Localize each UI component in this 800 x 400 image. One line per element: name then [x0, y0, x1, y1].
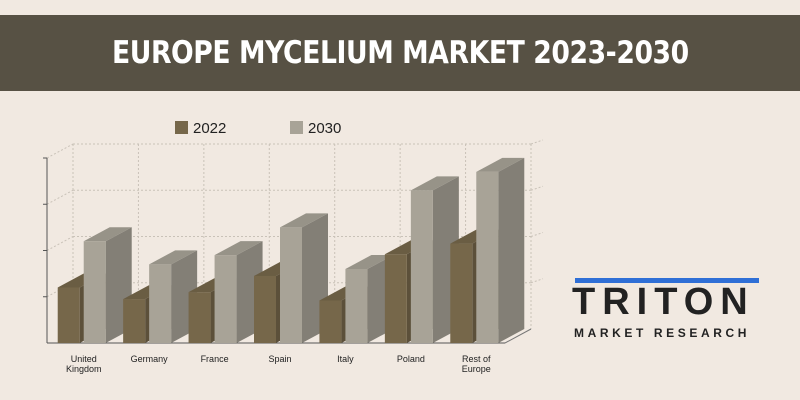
- x-axis-depth: [504, 328, 532, 344]
- bar-front: [214, 255, 237, 343]
- bar-front: [410, 190, 433, 343]
- bar-front: [188, 292, 211, 343]
- grid-line-right: [530, 232, 544, 237]
- bar-top: [149, 250, 198, 265]
- logo-accent-bar: [575, 278, 759, 283]
- bar-top: [410, 176, 459, 191]
- triton-logo: TRITON MARKET RESEARCH: [572, 278, 764, 346]
- grid-line-side: [46, 143, 74, 159]
- x-tick-label: France: [201, 354, 229, 364]
- bar-top: [280, 213, 328, 228]
- x-tick-label: Spain: [268, 354, 291, 364]
- x-tick-label: Europe: [462, 364, 491, 374]
- bar-front: [254, 275, 276, 343]
- bar-top: [83, 227, 132, 242]
- legend-swatch-2030: [290, 121, 303, 134]
- bar-front: [384, 254, 407, 343]
- bar-front: [319, 300, 342, 343]
- bar-top: [345, 255, 394, 269]
- title-banner: EUROPE MYCELIUM MARKET 2023-2030: [0, 15, 800, 91]
- x-tick-label: Germany: [131, 354, 169, 364]
- legend-label-2022: 2022: [193, 120, 226, 137]
- grid-line-right: [530, 185, 544, 191]
- grid-line-side: [46, 236, 74, 251]
- bar-top: [476, 157, 525, 172]
- logo-subtitle: MARKET RESEARCH: [574, 326, 751, 340]
- bar-front: [450, 243, 473, 343]
- bar-front: [476, 171, 499, 343]
- legend-swatch-2022: [175, 121, 188, 134]
- bar-front: [345, 269, 368, 343]
- bar-front: [123, 299, 146, 343]
- bar-2030-6: [476, 157, 525, 343]
- bar-front: [57, 287, 80, 343]
- bar-front: [83, 241, 106, 343]
- x-tick-label: Poland: [397, 354, 425, 364]
- bar-top: [214, 241, 263, 256]
- bar-front: [149, 264, 172, 343]
- bar-front: [280, 227, 302, 343]
- grid-line-right: [530, 139, 544, 145]
- x-tick-label: Kingdom: [66, 364, 102, 374]
- legend-label-2030: 2030: [308, 120, 341, 137]
- x-tick-label: Italy: [337, 354, 354, 364]
- page-title: EUROPE MYCELIUM MARKET 2023-2030: [111, 35, 689, 71]
- x-tick-label: Rest of: [462, 354, 491, 364]
- logo-wordmark: TRITON: [572, 281, 755, 323]
- grid-line-right: [530, 278, 544, 284]
- grid-line-side: [46, 189, 74, 205]
- bar-side: [498, 157, 525, 343]
- x-tick-label: United: [71, 354, 97, 364]
